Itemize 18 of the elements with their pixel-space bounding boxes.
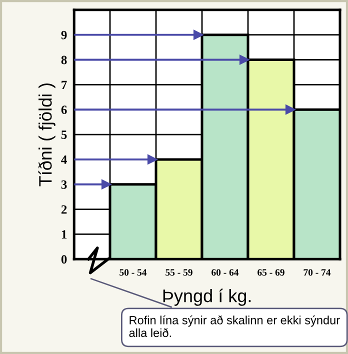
x-tick-label: 60 - 64	[212, 269, 239, 276]
y-tick-label: 6	[61, 106, 67, 114]
y-tick-label: 7	[62, 80, 67, 90]
x-tick-label: 70 - 74	[304, 269, 331, 276]
x-tick-label: 55 - 59	[166, 269, 192, 276]
x-tick-label: 65 - 69	[258, 269, 284, 276]
text: Rofin lína sýnir að skalinn er ekki sýndur alla leið.	[129, 316, 340, 338]
y-tick-label: 8	[61, 56, 67, 64]
y-tick-label: 2	[61, 205, 67, 214]
y-tick-label: 3	[61, 180, 67, 189]
x-axis-title: Þyngd í kg.	[163, 288, 251, 306]
x-tick-label: 50 - 54	[120, 269, 147, 276]
y-axis-title: Tíðni ( fjöldi )	[38, 83, 56, 186]
y-tick-label: 9	[61, 30, 67, 40]
y-tick-label: 4	[61, 156, 67, 164]
y-tick-label: 5	[61, 130, 67, 139]
y-tick-label: 1	[62, 230, 67, 239]
y-tick-label: 0	[61, 255, 67, 264]
